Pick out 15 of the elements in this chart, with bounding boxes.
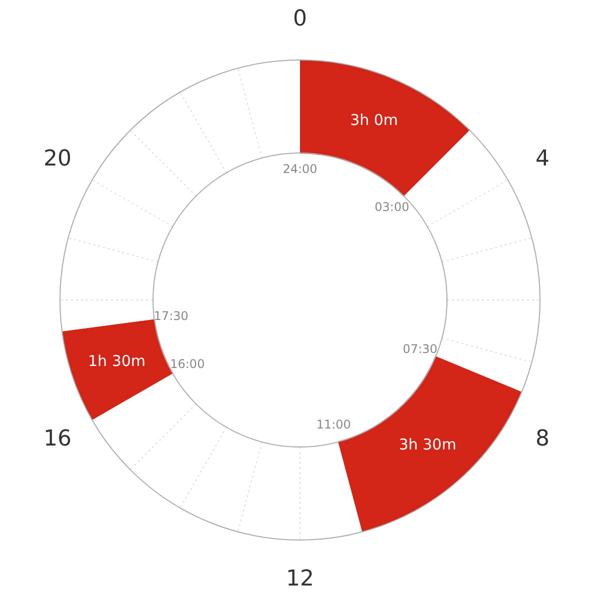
data-label: 1h 30m <box>88 352 146 370</box>
text: 8 <box>535 426 550 452</box>
text: 07:30 <box>402 342 438 356</box>
text: 17:30 <box>154 309 188 324</box>
data-label: 3h 0m <box>350 111 398 130</box>
text: 12 <box>286 566 314 592</box>
data-label: 3h 30m <box>398 435 456 454</box>
text: 0 <box>293 6 307 32</box>
text: 16 <box>44 426 72 452</box>
text: 4 <box>535 146 550 172</box>
text: 16:00 <box>170 357 205 372</box>
text: 11:00 <box>316 418 351 432</box>
text: 20 <box>44 146 72 172</box>
text: 24:00 <box>282 162 318 176</box>
text: 03:00 <box>374 200 410 214</box>
